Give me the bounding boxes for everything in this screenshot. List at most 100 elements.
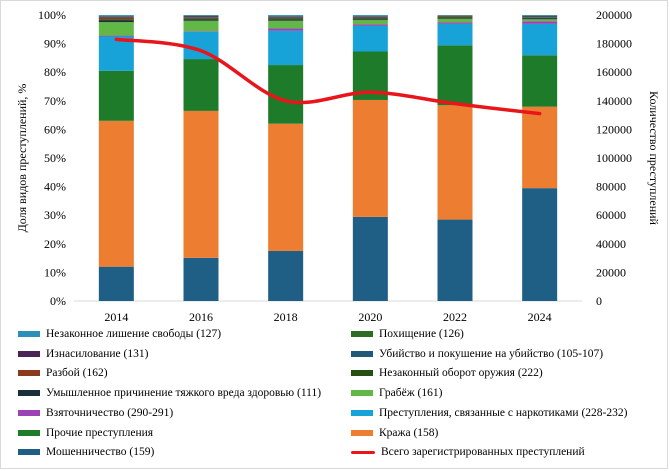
legend-item: Всего зарегистрированных преступлений — [351, 445, 585, 459]
bar-segment — [268, 20, 304, 29]
bar-segment — [522, 23, 558, 56]
bar-segment — [437, 17, 473, 19]
bar-segment — [183, 15, 219, 16]
bar-segment — [352, 17, 388, 19]
bar-segment — [437, 15, 473, 17]
legend-item: Преступления, связанные с наркотиками (2… — [351, 406, 627, 420]
bar-segment — [268, 17, 304, 19]
x-tick-label: 2022 — [443, 310, 467, 324]
legend-label: Разбой (162) — [46, 367, 108, 380]
bar-segment — [268, 15, 304, 16]
bar-segment — [522, 18, 558, 20]
legend-swatch — [351, 331, 373, 337]
legend-swatch — [18, 409, 40, 416]
legend-label: Похищение (126) — [379, 328, 464, 340]
legend-item: Незаконный оборот оружия (222) — [351, 366, 543, 380]
bar-segment — [268, 30, 304, 66]
bar-segment — [437, 18, 473, 23]
legend-item: Изнасилование (131) — [18, 347, 148, 361]
y-tick-label: 70% — [44, 94, 66, 108]
bar-segment — [183, 257, 219, 301]
bar-segment — [437, 105, 473, 220]
bar-segment — [98, 120, 134, 267]
bar-segment — [522, 106, 558, 189]
bar-segment — [268, 123, 304, 251]
y2-tick-label: 60000 — [596, 208, 626, 222]
bar-segment — [268, 16, 304, 18]
bar-segment — [268, 18, 304, 20]
bar-segment — [522, 15, 558, 17]
bar-segment — [98, 70, 134, 121]
legend-swatch — [351, 429, 373, 436]
legend-swatch — [351, 390, 373, 397]
legend-swatch — [18, 390, 40, 397]
y-tick-label: 40% — [44, 180, 66, 194]
x-tick-label: 2020 — [358, 310, 382, 324]
legend-label: Грабёж (161) — [379, 387, 443, 400]
y2-tick-label: 80000 — [596, 180, 626, 194]
legend-swatch — [351, 370, 373, 377]
y-tick-label: 50% — [44, 151, 66, 165]
bar-segment — [437, 22, 473, 24]
bar-segment — [352, 216, 388, 301]
bar-segment — [437, 219, 473, 301]
legend-item: Грабёж (161) — [351, 386, 442, 400]
legend-label: Преступления, связанные с наркотиками (2… — [379, 406, 628, 419]
legend-label: Незаконный оборот оружия (222) — [379, 367, 543, 380]
y2-tick-label: 200000 — [596, 8, 632, 22]
y-tick-label: 90% — [44, 37, 66, 51]
bar-segment — [183, 59, 219, 111]
bar-segment — [183, 16, 219, 18]
bar-segment — [352, 16, 388, 18]
y2-tick-label: 140000 — [596, 94, 632, 108]
y2-tick-label: 20000 — [596, 265, 626, 279]
y2-tick-label: 160000 — [596, 65, 632, 79]
bar-segment — [268, 65, 304, 124]
bar-segment — [98, 266, 134, 301]
bar-segment — [522, 21, 558, 24]
legend-label: Изнасилование (131) — [46, 347, 149, 360]
bar-segment — [183, 17, 219, 19]
bar-segment — [352, 15, 388, 16]
x-tick-label: 2016 — [189, 310, 213, 324]
y2-tick-label: 180000 — [596, 37, 632, 51]
y-tick-label: 30% — [44, 208, 66, 222]
legend-swatch — [18, 429, 40, 436]
x-tick-label: 2014 — [104, 310, 128, 324]
y2-tick-label: 0 — [596, 294, 602, 308]
legend-label: Мошенничество (159) — [46, 446, 155, 459]
bar-segment — [352, 99, 388, 217]
bar-segment — [183, 19, 219, 21]
legend-label: Умышленное причинение тяжкого вреда здор… — [46, 387, 322, 400]
legend-label: Взяточничество (290-291) — [46, 406, 174, 419]
y2-tick-label: 100000 — [596, 151, 632, 165]
legend-item: Похищение (126) — [351, 327, 464, 341]
bar-segment — [437, 45, 473, 106]
bar-segment — [183, 20, 219, 32]
bar-segment — [98, 16, 134, 18]
bar-segment — [437, 17, 473, 18]
y-tick-label: 100% — [38, 8, 66, 22]
legend-swatch — [18, 331, 40, 337]
bar-segment — [522, 16, 558, 18]
y-axis-title: Доля видов преступлений, % — [15, 84, 29, 233]
bar-segment — [352, 18, 388, 20]
bar-segment — [183, 110, 219, 258]
bar-segment — [268, 16, 304, 17]
bar-segment — [352, 24, 388, 26]
legend-item: Мошенничество (159) — [18, 445, 154, 459]
bar-segment — [522, 188, 558, 301]
legend-item: Разбой (162) — [18, 366, 108, 380]
bar-segment — [98, 20, 134, 23]
y-tick-label: 0% — [50, 294, 66, 308]
legend-label: Кража (158) — [379, 426, 439, 439]
bar-segment — [522, 17, 558, 19]
legend-swatch — [351, 409, 373, 416]
legend-item: Убийство и покушение на убийство (105-10… — [351, 347, 603, 361]
legend-item: Умышленное причинение тяжкого вреда здор… — [18, 386, 321, 400]
y-tick-label: 80% — [44, 65, 66, 79]
bar-segment — [522, 19, 558, 22]
y2-tick-label: 40000 — [596, 237, 626, 251]
y-tick-label: 60% — [44, 122, 66, 136]
